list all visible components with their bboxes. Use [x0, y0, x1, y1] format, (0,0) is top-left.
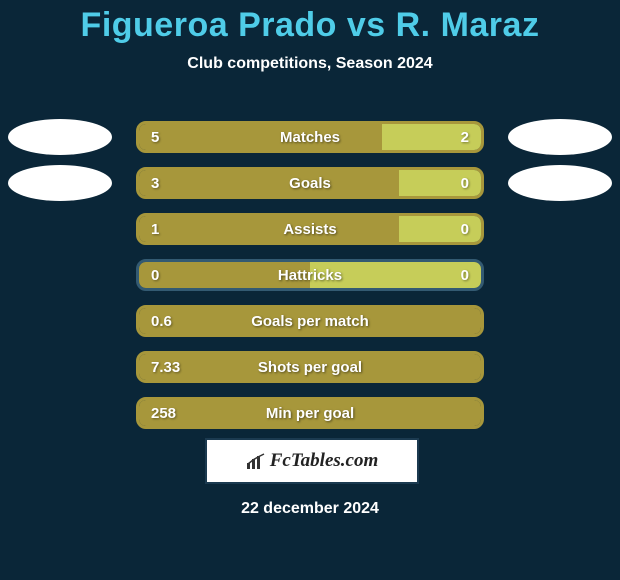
player-avatar-left: [8, 119, 112, 155]
player-avatar-right: [508, 119, 612, 155]
stat-row: 0.6Goals per match: [0, 297, 620, 343]
stat-value-left: 3: [151, 170, 159, 196]
bars-icon: [246, 453, 266, 469]
stat-rows: 52Matches30Goals10Assists00Hattricks0.6G…: [0, 113, 620, 435]
stat-fill-left: [139, 262, 310, 288]
stat-bar: 52Matches: [136, 121, 484, 153]
stat-fill-left: [139, 170, 399, 196]
stat-value-left: 0: [151, 262, 159, 288]
stat-fill-left: [139, 400, 481, 426]
stat-value-left: 258: [151, 400, 176, 426]
stat-bar: 0.6Goals per match: [136, 305, 484, 337]
stat-value-right: 0: [461, 170, 469, 196]
stat-bar: 10Assists: [136, 213, 484, 245]
stat-fill-left: [139, 308, 481, 334]
stat-bar: 00Hattricks: [136, 259, 484, 291]
stat-fill-right: [310, 262, 481, 288]
stat-row: 00Hattricks: [0, 251, 620, 297]
stat-row: 52Matches: [0, 113, 620, 159]
stat-row: 30Goals: [0, 159, 620, 205]
card-subtitle: Club competitions, Season 2024: [0, 55, 620, 73]
stat-fill-left: [139, 354, 481, 380]
brand-text: FcTables.com: [270, 450, 379, 472]
brand-logo: FcTables.com: [205, 438, 419, 484]
player-avatar-left: [8, 165, 112, 201]
stat-value-left: 0.6: [151, 308, 172, 334]
stat-row: 10Assists: [0, 205, 620, 251]
player-avatar-right: [508, 165, 612, 201]
stat-value-left: 1: [151, 216, 159, 242]
stat-row: 7.33Shots per goal: [0, 343, 620, 389]
stat-fill-left: [139, 124, 382, 150]
stat-bar: 258Min per goal: [136, 397, 484, 429]
stat-value-right: 0: [461, 262, 469, 288]
comparison-card: Figueroa Prado vs R. Maraz Club competit…: [0, 0, 620, 580]
stat-value-right: 2: [461, 124, 469, 150]
card-date: 22 december 2024: [0, 500, 620, 518]
stat-value-left: 7.33: [151, 354, 180, 380]
stat-value-right: 0: [461, 216, 469, 242]
stat-fill-left: [139, 216, 399, 242]
stat-bar: 7.33Shots per goal: [136, 351, 484, 383]
stat-row: 258Min per goal: [0, 389, 620, 435]
stat-value-left: 5: [151, 124, 159, 150]
stat-bar: 30Goals: [136, 167, 484, 199]
card-title: Figueroa Prado vs R. Maraz: [0, 0, 620, 45]
